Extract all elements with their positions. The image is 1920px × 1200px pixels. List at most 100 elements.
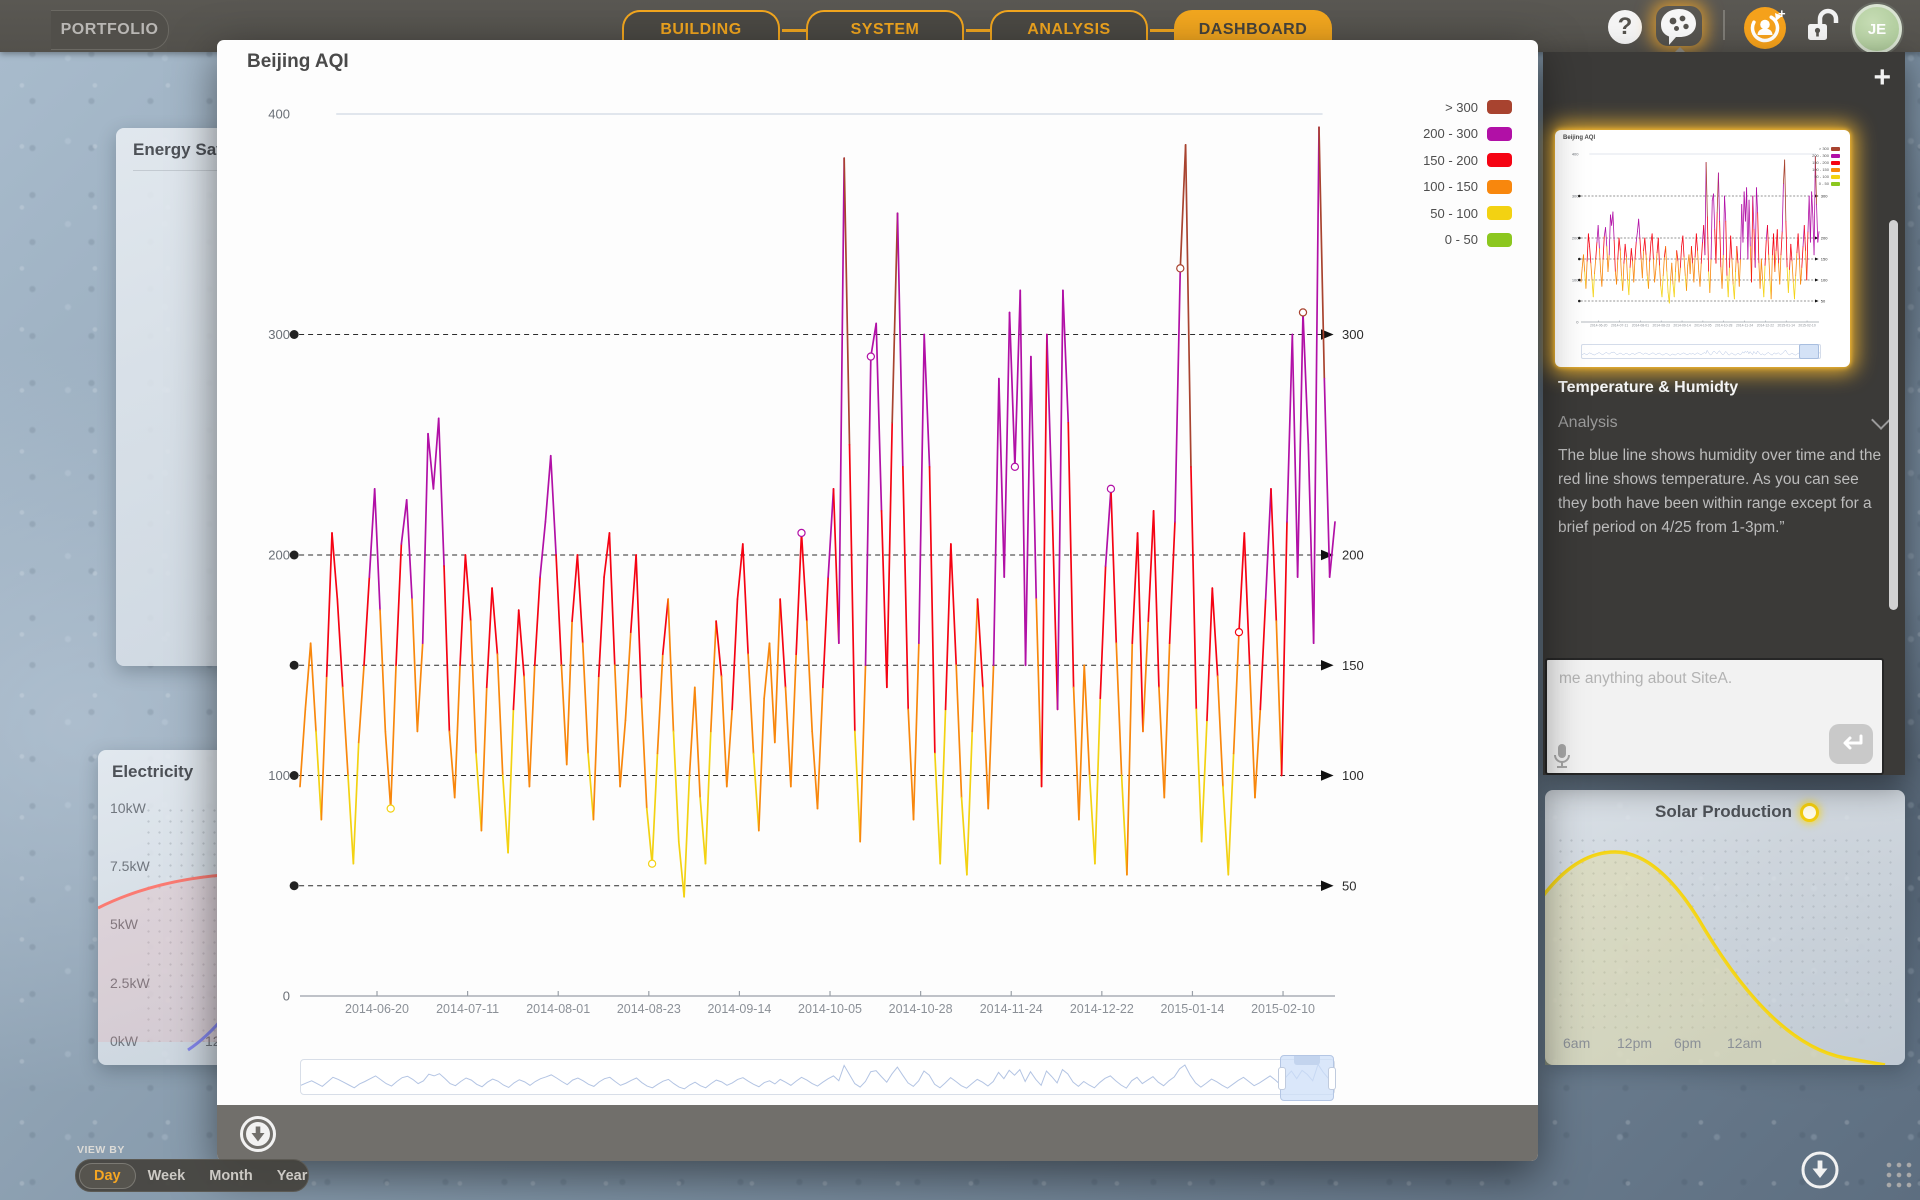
svg-text:2014-08-01: 2014-08-01	[1632, 324, 1649, 328]
view-by-day[interactable]: Day	[79, 1162, 136, 1189]
legend-color-swatch	[1831, 160, 1840, 165]
legend-item-label: 200 - 300	[1812, 153, 1829, 159]
solar-production-card[interactable]: Solar Production 6am 12pm 6pm 12am	[1545, 790, 1905, 1065]
legend-color-swatch	[1487, 179, 1512, 194]
svg-text:2014-06-20: 2014-06-20	[345, 1002, 409, 1016]
svg-text:200: 200	[268, 548, 290, 563]
beijing-aqi-modal: Beijing AQI 400 300 200 100 0 300 200 150 100 50 2…	[217, 40, 1538, 1161]
legend-item[interactable]: 150 - 200	[1423, 149, 1512, 171]
svg-text:2015-01-14: 2015-01-14	[1160, 1002, 1224, 1016]
legend-item[interactable]: 100 - 150	[1423, 176, 1512, 198]
chevron-down-icon	[1871, 410, 1891, 430]
panel-scrollbar[interactable]	[1889, 220, 1898, 610]
legend-item[interactable]: > 300	[1423, 96, 1512, 118]
sun-status-icon	[1800, 803, 1819, 822]
svg-text:300: 300	[1342, 327, 1364, 342]
timeline-scrubber[interactable]	[300, 1055, 1336, 1101]
svg-text:2014-07-11: 2014-07-11	[436, 1002, 499, 1016]
tab-connector	[782, 29, 808, 32]
user-sync-icon: +	[1744, 6, 1786, 49]
legend-item-label: 50 - 100	[1430, 205, 1478, 221]
ai-assistant-panel: + Beijing AQI 400 300 200 100 0 300 200 150 100 5…	[1543, 52, 1905, 775]
send-message-button[interactable]	[1829, 724, 1873, 764]
svg-text:100: 100	[1342, 768, 1364, 783]
view-by-segmented-control: Day Week Month Year	[75, 1159, 309, 1192]
legend-color-swatch	[1831, 146, 1840, 151]
legend-item[interactable]: 200 - 300	[1423, 123, 1512, 145]
legend-item-label: 0 - 50	[1444, 232, 1478, 247]
user-sync-button[interactable]: +	[1742, 5, 1788, 56]
svg-text:50: 50	[1342, 878, 1356, 893]
analysis-label: Analysis	[1558, 414, 1618, 431]
legend-color-swatch	[1487, 126, 1512, 141]
portfolio-button-label: PORTFOLIO	[60, 21, 159, 38]
svg-text:2014-09-14: 2014-09-14	[707, 1002, 771, 1016]
analysis-section-header[interactable]: Analysis	[1558, 410, 1891, 432]
user-avatar[interactable]: JE	[1852, 4, 1902, 54]
microphone-icon[interactable]	[1553, 743, 1571, 769]
svg-text:300: 300	[268, 327, 290, 342]
scrubber-selection-window[interactable]	[1278, 1055, 1336, 1101]
svg-text:300: 300	[1821, 193, 1828, 198]
svg-text:2014-10-28: 2014-10-28	[889, 1002, 953, 1016]
legend-item-label: > 300	[1818, 146, 1829, 152]
chart-thumbnail-card[interactable]: Beijing AQI 400 300 200 100 0 300 200 150 100 50 2…	[1555, 130, 1850, 367]
svg-text:2015-01-14: 2015-01-14	[1778, 324, 1795, 328]
svg-text:400: 400	[1572, 151, 1579, 156]
portfolio-button[interactable]: PORTFOLIO	[51, 10, 169, 50]
legend-item[interactable]: 50 - 100	[1423, 202, 1512, 224]
add-chart-button[interactable]: +	[1873, 61, 1891, 94]
tab-label: BUILDING	[660, 21, 742, 38]
svg-text:2014-07-11: 2014-07-11	[1611, 324, 1628, 328]
legend-item: 0 - 50	[1812, 181, 1840, 187]
svg-text:2014-10-05: 2014-10-05	[798, 1002, 862, 1016]
chat-input[interactable]	[1547, 660, 1882, 773]
help-button[interactable]: ?	[1608, 8, 1642, 44]
solar-card-title: Solar Production	[1655, 802, 1792, 821]
tab-connector	[966, 29, 992, 32]
legend-item-label: 100 - 150	[1812, 167, 1829, 173]
y-label: 7.5kW	[110, 858, 150, 874]
legend-item-label: 150 - 200	[1423, 152, 1478, 168]
ai-assistant-button[interactable]	[1656, 6, 1702, 46]
legend-item[interactable]: 0 - 50	[1423, 229, 1512, 251]
scrubber-right-handle[interactable]	[1328, 1067, 1336, 1090]
unlock-icon	[1808, 8, 1839, 40]
brain-chat-icon	[1661, 9, 1696, 45]
legend-item-label: 0 - 50	[1818, 181, 1829, 187]
thumbnail-sparkline	[1581, 349, 1821, 356]
chart-title: Beijing AQI	[247, 51, 349, 72]
svg-text:2014-12-22: 2014-12-22	[1757, 324, 1774, 328]
analysis-card-title: Temperature & Humidty	[1558, 379, 1739, 396]
icon-divider	[1723, 10, 1725, 40]
svg-text:200: 200	[1821, 235, 1828, 240]
svg-text:2014-08-23: 2014-08-23	[617, 1002, 681, 1016]
tab-connector	[1150, 29, 1176, 32]
view-by-month[interactable]: Month	[209, 1167, 253, 1184]
help-icon: ?	[1608, 10, 1642, 44]
view-by-year[interactable]: Year	[276, 1167, 308, 1184]
download-dashboard-button[interactable]	[1800, 1150, 1840, 1190]
legend-item: 100 - 150	[1812, 167, 1840, 173]
download-chart-button[interactable]	[239, 1115, 277, 1153]
drag-handle-dots[interactable]	[1884, 1160, 1914, 1190]
legend-color-swatch	[1487, 153, 1512, 167]
lock-button[interactable]	[1802, 7, 1844, 52]
x-label: 6pm	[1674, 1035, 1702, 1051]
legend-color-swatch	[1487, 206, 1512, 220]
legend-item: 50 - 100	[1812, 174, 1840, 180]
x-label: 12pm	[1617, 1035, 1653, 1051]
legend-item-label: 200 - 300	[1423, 126, 1478, 141]
energy-card-title: Energy Sav	[133, 140, 226, 159]
svg-text:2014-08-01: 2014-08-01	[526, 1002, 590, 1016]
scrubber-left-handle[interactable]	[1278, 1067, 1286, 1090]
view-by-week[interactable]: Week	[147, 1167, 186, 1184]
svg-text:150: 150	[1342, 658, 1364, 673]
svg-text:100: 100	[1572, 277, 1579, 282]
x-label: 6am	[1563, 1035, 1591, 1051]
legend-item-label: > 300	[1445, 99, 1478, 115]
tab-label: DASHBOARD	[1198, 21, 1308, 38]
svg-text:0: 0	[1576, 319, 1579, 324]
aqi-line-chart[interactable]: 400 300 200 100 0 300 200 150 100 50 2014-06-20 201…	[217, 40, 1538, 1050]
svg-text:2014-08-23: 2014-08-23	[1653, 324, 1670, 328]
